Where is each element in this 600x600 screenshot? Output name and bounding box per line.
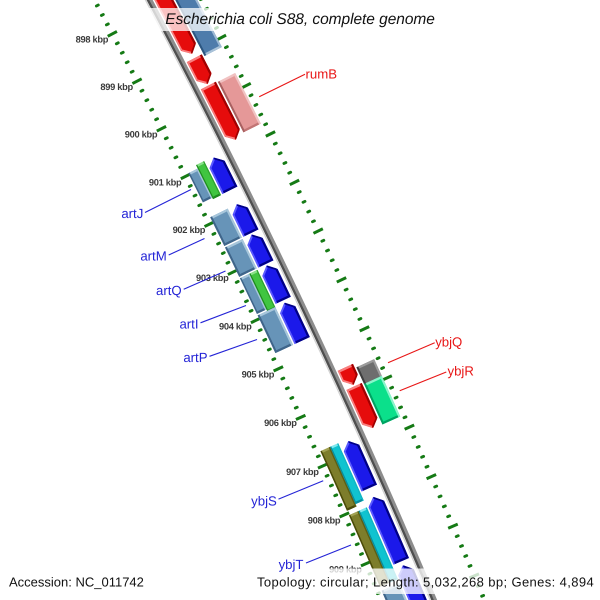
svg-text:905 kbp: 905 kbp: [242, 370, 275, 380]
svg-text:906 kbp: 906 kbp: [264, 418, 297, 428]
svg-text:901 kbp: 901 kbp: [149, 177, 182, 187]
svg-text:899 kbp: 899 kbp: [100, 82, 133, 92]
svg-text:artP: artP: [183, 350, 207, 365]
svg-text:ybjQ: ybjQ: [435, 335, 462, 350]
svg-text:artQ: artQ: [156, 283, 182, 298]
svg-text:rumB: rumB: [306, 67, 338, 82]
svg-text:902 kbp: 902 kbp: [173, 225, 206, 235]
svg-text:908 kbp: 908 kbp: [308, 516, 341, 526]
svg-text:artM: artM: [140, 248, 166, 263]
svg-text:898 kbp: 898 kbp: [76, 35, 109, 45]
svg-text:903 kbp: 903 kbp: [196, 273, 229, 283]
svg-text:artJ: artJ: [121, 206, 143, 221]
svg-text:artI: artI: [179, 316, 198, 331]
svg-text:900 kbp: 900 kbp: [125, 130, 158, 140]
svg-text:907 kbp: 907 kbp: [286, 467, 319, 477]
svg-text:ybjT: ybjT: [279, 557, 304, 572]
svg-text:Accession: NC_011742: Accession: NC_011742: [9, 574, 144, 589]
svg-text:ybjR: ybjR: [448, 364, 474, 379]
svg-text:904 kbp: 904 kbp: [219, 321, 252, 331]
svg-text:Topology: circular; Length: 5,: Topology: circular; Length: 5,032,268 bp…: [257, 574, 594, 589]
svg-text:ybjS: ybjS: [251, 493, 277, 508]
svg-text:Escherichia coli S88, complete: Escherichia coli S88, complete genome: [165, 11, 435, 28]
